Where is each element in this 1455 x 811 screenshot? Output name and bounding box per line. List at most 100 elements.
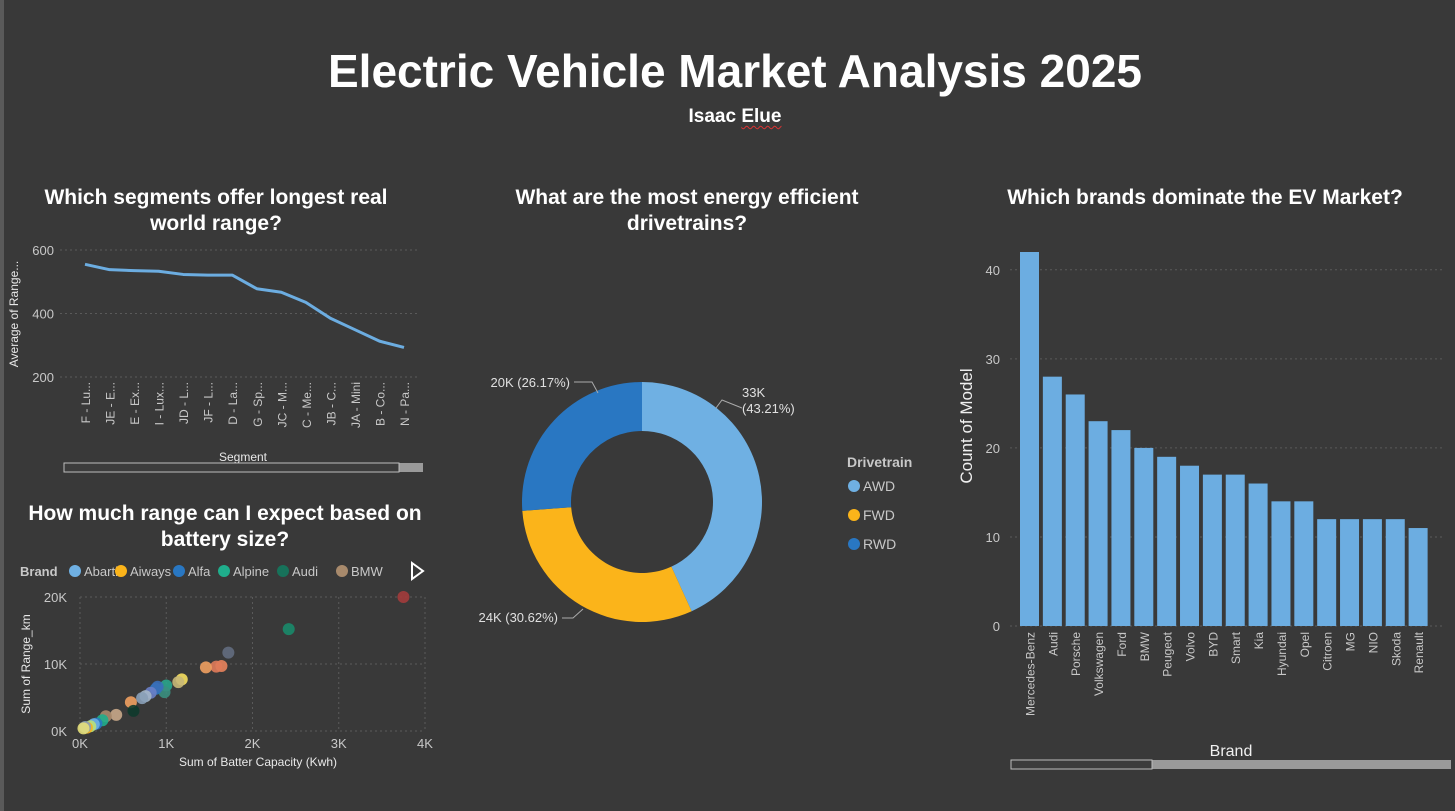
scatter-x-tick: 3K [331, 736, 347, 751]
scatter-legend-swatch[interactable] [218, 565, 230, 577]
bar-skoda[interactable] [1385, 519, 1405, 626]
scatter-y-tick: 10K [44, 657, 67, 672]
donut-legend-title: Drivetrain [847, 454, 912, 470]
bar-x-tick: Smart [1229, 631, 1243, 664]
bar-x-tick: Kia [1252, 632, 1266, 650]
bar-opel[interactable] [1294, 501, 1314, 626]
scatter-legend-item[interactable]: Alfa [188, 564, 211, 579]
donut-slice-rwd[interactable] [522, 382, 642, 511]
bar-x-tick: Ford [1115, 632, 1129, 657]
scatter-x-tick: 1K [158, 736, 174, 751]
bar-ford[interactable] [1111, 430, 1131, 626]
donut-slice-awd[interactable] [642, 382, 763, 612]
line-x-tick: N - Pa... [398, 382, 412, 426]
bar-x-tick: NIO [1366, 632, 1380, 653]
bar-hyundai[interactable] [1271, 501, 1291, 626]
scatter-legend-item[interactable]: Aiways [130, 564, 172, 579]
line-x-tick: F - Lu... [79, 382, 93, 423]
scatter-legend-item[interactable]: Audi [292, 564, 318, 579]
scatter-point[interactable] [222, 646, 235, 659]
legend-next-icon[interactable] [411, 561, 425, 581]
donut-legend-item[interactable]: FWD [863, 507, 895, 523]
scatter-point[interactable] [210, 660, 223, 673]
bar-peugeot[interactable] [1157, 456, 1177, 626]
line-x-tick: JE - E... [104, 382, 118, 425]
donut-legend-item[interactable]: AWD [863, 478, 895, 494]
scatter-x-axis-label: Sum of Batter Capacity (Kwh) [179, 755, 337, 769]
bar-volvo[interactable] [1180, 465, 1200, 626]
bar-x-tick: Skoda [1389, 632, 1403, 666]
donut-legend-swatch[interactable] [848, 538, 860, 550]
line-x-tick: JA - Mini [349, 382, 363, 428]
scatter-point[interactable] [77, 722, 90, 735]
bar-x-tick: MG [1344, 632, 1358, 651]
line-x-tick: JD - L... [177, 382, 191, 424]
bar-mg[interactable] [1340, 519, 1360, 626]
bar-y-tick: 30 [986, 352, 1000, 367]
scatter-legend-item[interactable]: BMW [351, 564, 384, 579]
scatter-legend-item[interactable]: Alpine [233, 564, 269, 579]
bar-porsche[interactable] [1065, 394, 1085, 626]
scatter-x-tick: 2K [245, 736, 261, 751]
scatter-legend-swatch[interactable] [69, 565, 81, 577]
bar-scrollbar-track[interactable] [1011, 760, 1451, 769]
bar-renault[interactable] [1408, 528, 1428, 626]
scatter-point[interactable] [397, 591, 410, 603]
bar-byd[interactable] [1202, 474, 1222, 626]
bar-x-tick: Opel [1298, 632, 1312, 657]
scatter-legend-swatch[interactable] [173, 565, 185, 577]
line-chart-title: Which segments offer longest real world … [44, 186, 388, 235]
scatter-point[interactable] [127, 704, 140, 717]
line-x-tick: JF - L... [202, 382, 216, 423]
donut-label-awd-pct: (43.21%) [742, 401, 795, 416]
scatter-point[interactable] [172, 676, 185, 689]
line-y-tick: 200 [32, 370, 54, 385]
bar-x-tick: Volvo [1184, 632, 1198, 662]
range-line-series [84, 262, 405, 349]
bar-x-tick: Mercedes-Benz [1024, 632, 1038, 716]
bar-x-tick: Renault [1412, 631, 1426, 673]
scatter-legend-swatch[interactable] [336, 565, 348, 577]
scatter-y-tick: 20K [44, 590, 67, 605]
bar-volkswagen[interactable] [1088, 421, 1108, 626]
line-y-tick: 600 [32, 243, 54, 258]
scatter-legend-title: Brand [20, 564, 58, 579]
donut-label-awd-value: 33K [742, 385, 765, 400]
line-x-tick: C - Me... [300, 382, 314, 428]
scatter-legend-swatch[interactable] [115, 565, 127, 577]
bar-y-tick: 20 [986, 441, 1000, 456]
bar-bmw[interactable] [1134, 447, 1154, 626]
bar-y-tick: 10 [986, 530, 1000, 545]
donut-legend-swatch[interactable] [848, 509, 860, 521]
donut-slice-fwd[interactable] [522, 507, 692, 622]
line-scrollbar-thumb[interactable] [63, 462, 400, 473]
donut-legend-swatch[interactable] [848, 480, 860, 492]
donut-leader-awd [715, 399, 743, 409]
line-x-axis-label: Segment [219, 450, 268, 464]
scatter-point[interactable] [199, 661, 212, 674]
bar-smart[interactable] [1225, 474, 1245, 626]
scatter-x-tick: 0K [72, 736, 88, 751]
line-x-tick: G - Sp... [251, 382, 265, 427]
bar-x-tick: BMW [1138, 631, 1152, 661]
bar-scrollbar-thumb[interactable] [1010, 759, 1153, 770]
bar-mercedes-benz[interactable] [1020, 252, 1039, 626]
scatter-point[interactable] [110, 708, 123, 721]
donut-label-fwd: 24K (30.62%) [479, 610, 559, 625]
bar-y-tick: 40 [986, 263, 1000, 278]
scatter-legend-swatch[interactable] [277, 565, 289, 577]
scatter-point[interactable] [282, 623, 295, 636]
scatter-legend-item[interactable]: Abarth [84, 564, 122, 579]
line-y-axis-label: Average of Range... [7, 261, 21, 368]
scatter-point[interactable] [136, 692, 149, 705]
bar-audi[interactable] [1042, 376, 1062, 626]
bar-citroen[interactable] [1317, 519, 1337, 626]
donut-label-rwd: 20K (26.17%) [491, 375, 571, 390]
line-x-tick: JC - M... [275, 382, 289, 427]
bar-kia[interactable] [1248, 483, 1268, 626]
bar-x-tick: Citroen [1321, 632, 1335, 671]
bar-nio[interactable] [1362, 519, 1382, 626]
author-name: Isaac Elue [0, 106, 1455, 128]
donut-legend-item[interactable]: RWD [863, 536, 896, 552]
